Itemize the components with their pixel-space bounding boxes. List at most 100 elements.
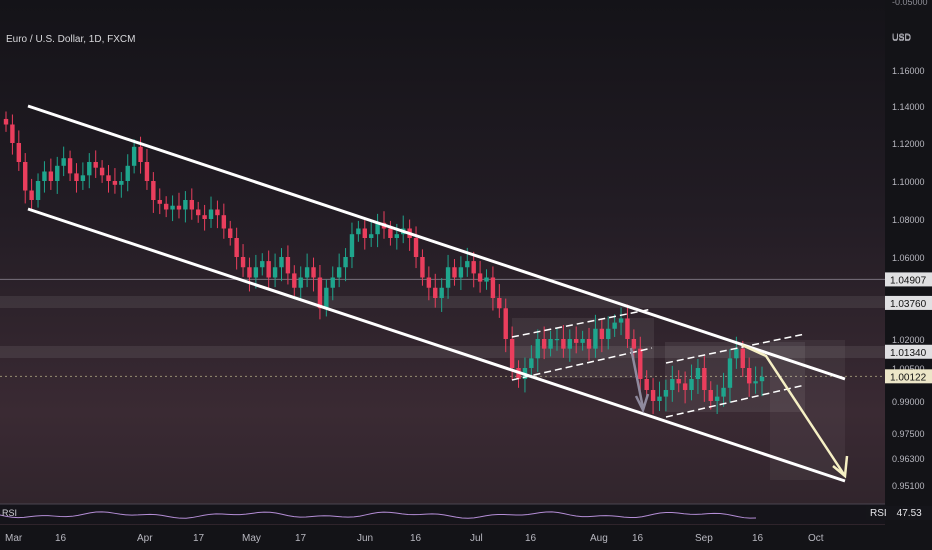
x-tick-label: May (242, 533, 261, 544)
candle-body (586, 339, 592, 349)
candle-body (324, 287, 329, 309)
candle-body (695, 368, 701, 379)
candle-body (23, 162, 28, 191)
candle-body (426, 277, 432, 288)
resistance-zone (0, 296, 885, 308)
candle-body (298, 277, 303, 288)
candle-body (170, 205, 175, 210)
candle-body (125, 165, 130, 181)
x-tick-label: 16 (55, 533, 67, 544)
time-axis-panel (0, 525, 885, 550)
price-badge (885, 272, 932, 287)
y-tick-label: 1.10000 (892, 177, 925, 187)
candle-body (138, 146, 143, 162)
candle-body (465, 261, 470, 268)
x-tick-label: Aug (590, 533, 608, 544)
rsi-badge-value: 47.53 (896, 507, 922, 519)
rsi-pane (0, 504, 885, 524)
candle-body (689, 379, 694, 390)
y-tick-label: USD (892, 32, 912, 42)
candle-body (580, 339, 585, 343)
resistance-zone (0, 346, 885, 358)
candle-body (625, 318, 630, 339)
candle-body (541, 339, 547, 349)
candle-body (3, 118, 9, 125)
candle-body (606, 328, 611, 339)
candle-body (413, 238, 419, 257)
candle-body (439, 287, 444, 298)
price-badge-label: 1.04907 (890, 275, 927, 286)
candle-body (484, 277, 489, 282)
candle-body (702, 368, 707, 390)
candle-body (670, 379, 675, 390)
candle-body (93, 162, 98, 168)
price-badge (885, 344, 932, 359)
candle-body (452, 267, 457, 278)
y-tick-label: 1.06000 (892, 253, 925, 263)
flag-lower-line (511, 347, 653, 381)
y-tick-label: 1.00500 (892, 364, 925, 374)
candle-body (311, 267, 316, 278)
candle-body (349, 234, 355, 257)
flag-upper-line (511, 308, 653, 338)
candle-body (753, 381, 758, 384)
y-tick-label: 0.97500 (892, 429, 925, 439)
candle-body (471, 261, 476, 274)
x-tick-label: 16 (525, 533, 537, 544)
candle-body (119, 181, 124, 185)
candle-body (599, 328, 605, 339)
candle-body (131, 146, 137, 166)
candle-body (292, 273, 297, 288)
y-tick-label: 0.95100 (892, 481, 925, 491)
candle-body (657, 396, 662, 401)
flag-upper-line (665, 333, 806, 364)
candle-body (721, 387, 726, 397)
candle-body (650, 390, 656, 401)
candle-body (433, 287, 438, 298)
candle-body (420, 257, 425, 278)
projection-arrow (741, 343, 847, 477)
x-tick-label: 17 (295, 533, 307, 544)
rsi-line (0, 511, 757, 519)
candle-body (561, 339, 566, 349)
candle-body (503, 308, 508, 339)
candle-body (272, 267, 278, 278)
candle-body (676, 379, 681, 384)
y-tick-label: 1.12000 (892, 139, 925, 149)
candle-body (157, 200, 162, 204)
breakdown-arrowhead (634, 393, 650, 414)
y-tick-label: 0.96300 (892, 454, 925, 464)
price-badge (885, 369, 932, 384)
candle-body (336, 267, 342, 278)
candle-body (61, 158, 66, 166)
candle-body (746, 368, 752, 384)
channel-upper-line (27, 104, 846, 381)
candle-body (638, 348, 643, 379)
candle-body (548, 339, 553, 349)
candle-body (529, 358, 534, 368)
candle-body (317, 277, 323, 309)
candle-body (247, 267, 252, 278)
candle-body (42, 171, 47, 181)
candle-body (16, 143, 22, 162)
y-tick-label: 1.02000 (892, 335, 925, 345)
rsi-label: RSI (2, 508, 18, 518)
candle-body (663, 390, 669, 397)
candle-body (631, 339, 637, 349)
candle-body (490, 277, 496, 298)
candle-body (612, 322, 617, 329)
y-tick-label: -0.05000 (892, 0, 928, 7)
candle-body (445, 267, 451, 288)
x-tick-label: 17 (193, 533, 205, 544)
x-tick-label: Jul (470, 533, 483, 544)
candle-body (394, 234, 400, 238)
candle-body (708, 390, 713, 401)
candle-body (10, 124, 15, 143)
projection-arrowhead (832, 455, 849, 479)
candle-body (375, 222, 380, 235)
y-tick-label: 1.08000 (892, 215, 925, 225)
candle-body (644, 379, 649, 390)
candle-body (734, 348, 739, 359)
